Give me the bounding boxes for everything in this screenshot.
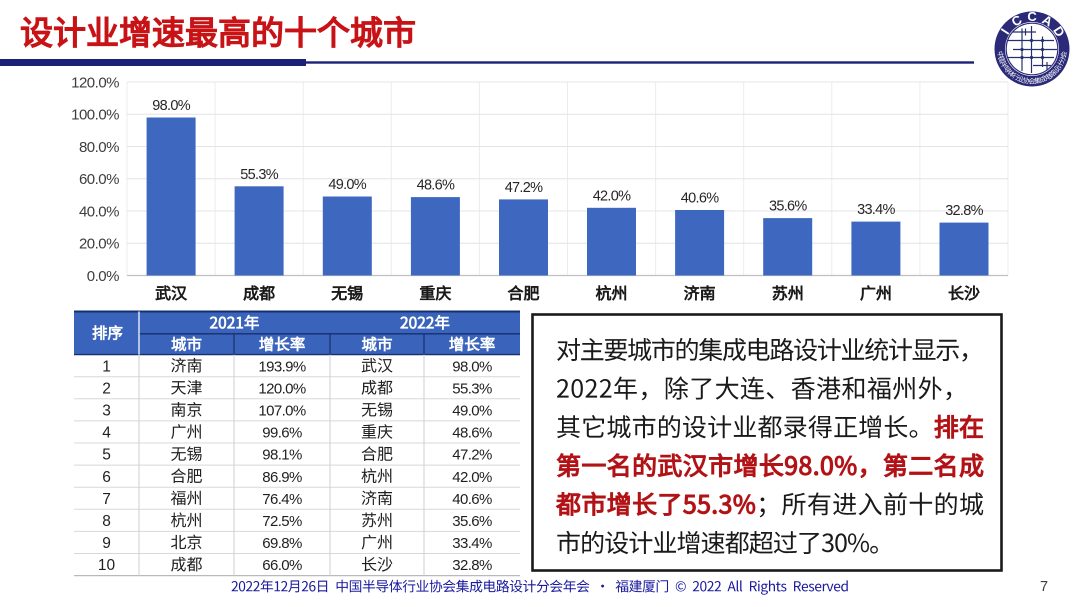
svg-text:3: 3: [102, 403, 111, 420]
svg-text:32.8%: 32.8%: [945, 203, 983, 219]
svg-text:86.9%: 86.9%: [262, 469, 302, 486]
svg-text:120.0%: 120.0%: [258, 380, 306, 397]
svg-text:40.0%: 40.0%: [79, 203, 119, 220]
svg-text:10: 10: [98, 557, 116, 574]
svg-text:47.2%: 47.2%: [452, 447, 492, 464]
svg-text:107.0%: 107.0%: [258, 403, 306, 420]
svg-text:72.5%: 72.5%: [262, 513, 302, 530]
svg-text:7: 7: [1040, 579, 1048, 595]
svg-text:80.0%: 80.0%: [79, 139, 119, 156]
svg-text:0.0%: 0.0%: [87, 268, 119, 285]
svg-text:60.0%: 60.0%: [79, 171, 119, 188]
svg-text:32.8%: 32.8%: [452, 557, 492, 574]
svg-text:48.6%: 48.6%: [417, 178, 455, 194]
svg-text:33.4%: 33.4%: [857, 202, 895, 218]
svg-text:47.2%: 47.2%: [505, 180, 543, 196]
svg-text:40.6%: 40.6%: [452, 491, 492, 508]
svg-text:76.4%: 76.4%: [262, 491, 302, 508]
svg-text:35.6%: 35.6%: [769, 199, 807, 215]
svg-text:193.9%: 193.9%: [258, 358, 306, 375]
svg-text:35.6%: 35.6%: [452, 513, 492, 530]
svg-text:40.6%: 40.6%: [681, 191, 719, 207]
svg-text:1: 1: [102, 358, 111, 375]
svg-text:I: I: [998, 26, 1013, 37]
svg-text:55.3%: 55.3%: [240, 167, 278, 183]
svg-text:99.6%: 99.6%: [262, 425, 302, 442]
svg-text:8: 8: [102, 513, 111, 530]
svg-text:69.8%: 69.8%: [262, 535, 302, 552]
svg-text:49.0%: 49.0%: [328, 177, 366, 193]
svg-text:100.0%: 100.0%: [71, 107, 119, 124]
svg-text:66.0%: 66.0%: [262, 557, 302, 574]
svg-text:20.0%: 20.0%: [79, 236, 119, 253]
svg-text:4: 4: [102, 425, 111, 442]
svg-text:6: 6: [102, 469, 111, 486]
svg-text:5: 5: [102, 447, 111, 464]
svg-text:49.0%: 49.0%: [452, 403, 492, 420]
svg-text:42.0%: 42.0%: [452, 469, 492, 486]
svg-text:42.0%: 42.0%: [593, 188, 631, 204]
svg-text:55.3%: 55.3%: [452, 380, 492, 397]
svg-text:33.4%: 33.4%: [452, 535, 492, 552]
svg-text:9: 9: [102, 535, 111, 552]
svg-text:98.0%: 98.0%: [152, 98, 190, 114]
svg-text:98.0%: 98.0%: [452, 358, 492, 375]
svg-text:98.1%: 98.1%: [262, 447, 302, 464]
svg-text:120.0%: 120.0%: [71, 74, 119, 91]
svg-text:2: 2: [102, 380, 111, 397]
svg-text:7: 7: [102, 491, 111, 508]
svg-text:C: C: [1027, 9, 1037, 24]
svg-text:48.6%: 48.6%: [452, 425, 492, 442]
